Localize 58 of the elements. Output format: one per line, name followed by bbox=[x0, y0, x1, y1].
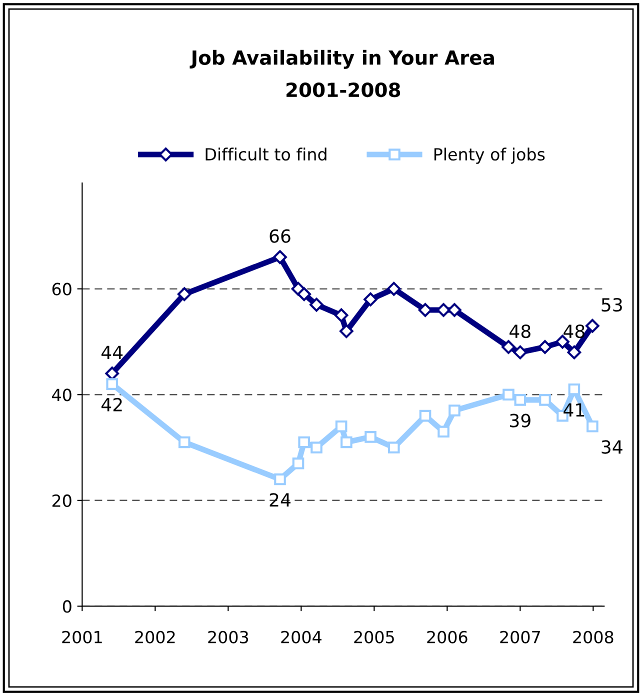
point bbox=[448, 404, 460, 416]
point bbox=[310, 298, 324, 312]
point bbox=[273, 250, 287, 264]
point bbox=[364, 292, 378, 306]
point bbox=[502, 388, 514, 401]
data-label: 44 bbox=[102, 346, 123, 360]
legend-label: Difficult to find bbox=[206, 148, 326, 161]
point bbox=[538, 340, 552, 354]
x-tick-label: 2005 bbox=[354, 630, 394, 644]
point bbox=[364, 431, 376, 443]
point bbox=[567, 345, 582, 360]
x-tick-label: 2002 bbox=[135, 630, 175, 644]
chart-title: Job Availability in Your Area 2001-2008 bbox=[190, 50, 494, 98]
y-tick-label: 20 bbox=[52, 494, 72, 507]
point bbox=[438, 426, 450, 438]
x-tick-label: 2006 bbox=[427, 630, 468, 644]
data-label: 41 bbox=[564, 403, 584, 417]
point bbox=[388, 442, 400, 454]
point bbox=[539, 394, 551, 406]
point bbox=[298, 436, 310, 448]
point bbox=[586, 318, 600, 333]
data-label: 42 bbox=[102, 398, 122, 412]
point bbox=[448, 303, 462, 317]
x-tick-label: 2004 bbox=[281, 630, 322, 644]
point bbox=[340, 436, 352, 448]
point bbox=[436, 303, 450, 317]
point bbox=[105, 366, 120, 380]
point bbox=[292, 457, 304, 470]
data-label: 53 bbox=[602, 298, 622, 312]
point bbox=[177, 287, 192, 302]
point bbox=[419, 410, 432, 422]
x-tick-label: 2007 bbox=[500, 630, 540, 644]
point bbox=[586, 420, 598, 432]
y-tick-label: 40 bbox=[52, 388, 72, 402]
data-label: 48 bbox=[510, 324, 530, 338]
point bbox=[310, 442, 322, 454]
x-tick-label: 2008 bbox=[573, 630, 614, 644]
point bbox=[106, 378, 118, 390]
point bbox=[297, 287, 312, 302]
point bbox=[502, 340, 516, 354]
point bbox=[386, 282, 401, 296]
point bbox=[514, 394, 526, 406]
point bbox=[568, 383, 580, 396]
x-tick-label: 2003 bbox=[208, 630, 248, 644]
data-label: 48 bbox=[564, 324, 584, 338]
data-label: 66 bbox=[270, 229, 290, 243]
data-label: 39 bbox=[510, 414, 530, 428]
point bbox=[335, 420, 348, 432]
point bbox=[178, 436, 190, 448]
legend-label: Plenty of jobs bbox=[434, 148, 545, 164]
data-label: 34 bbox=[602, 440, 622, 454]
point bbox=[274, 473, 286, 486]
x-tick-label: 2001 bbox=[62, 630, 102, 644]
point bbox=[513, 345, 528, 360]
point bbox=[339, 324, 354, 338]
point bbox=[334, 308, 348, 322]
y-tick-label: 0 bbox=[62, 600, 72, 613]
y-tick-label: 60 bbox=[52, 282, 72, 296]
